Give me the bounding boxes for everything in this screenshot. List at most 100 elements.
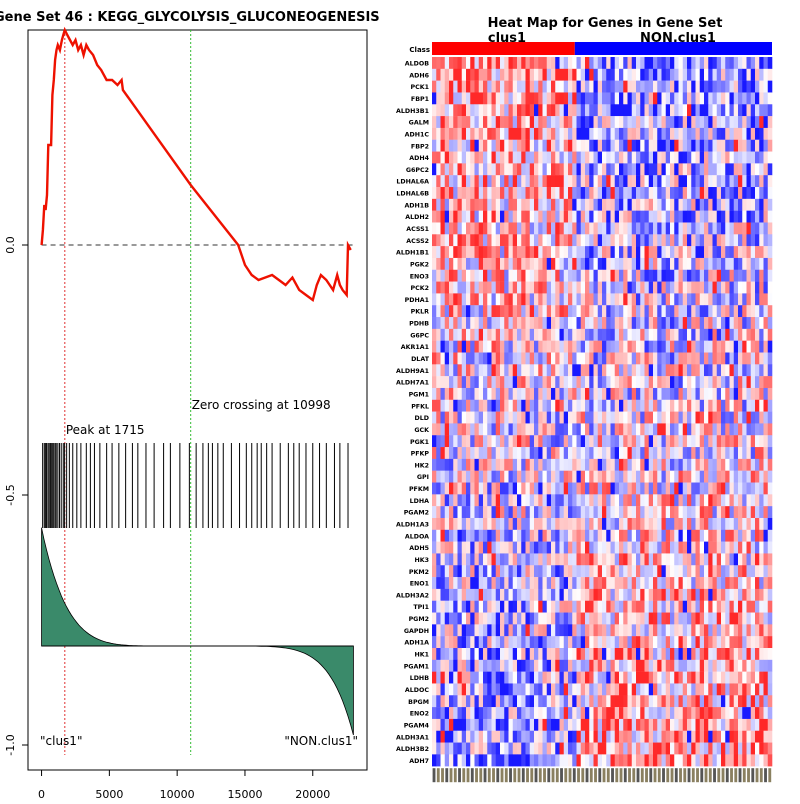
heatmap-cell [768,116,773,128]
heatmap-cell [466,246,471,258]
heatmap-cell [759,187,764,199]
heatmap-cell [662,743,667,755]
heatmap-cell [547,719,552,731]
heatmap-cell [755,530,760,542]
heatmap-cell [666,518,671,530]
heatmap-cell [534,553,539,565]
heatmap-cell [538,435,543,447]
heatmap-cell [640,577,645,589]
heatmap-cell [517,152,522,164]
gene-label: HK1 [414,652,429,659]
heatmap-cell [717,530,722,542]
heatmap-cell [432,81,437,93]
heatmap-cell [687,483,692,495]
heatmap-cell [687,660,692,672]
heatmap-cell [462,672,467,684]
heatmap-cell [683,530,688,542]
heatmap-cell [500,494,505,506]
heatmap-cell [679,140,684,152]
heatmap-cell [759,483,764,495]
gene-label: GAPDH [404,628,429,635]
heatmap-cell [551,222,556,234]
heatmap-cell [768,258,773,270]
heatmap-cell [589,116,594,128]
heatmap-cell [653,565,658,577]
heatmap-cell [496,400,501,412]
heatmap-cell [504,494,509,506]
heatmap-cell [619,743,624,755]
gene-label: TPI1 [413,604,429,611]
heatmap-cell [526,317,531,329]
heatmap-cell [445,400,450,412]
heatmap-cell [751,459,756,471]
heatmap-cell [538,116,543,128]
heatmap-cell [555,423,560,435]
heatmap-cell [572,707,577,719]
heatmap-cell [717,175,722,187]
heatmap-cell [526,222,531,234]
heatmap-cell [645,636,650,648]
heatmap-cell [611,270,616,282]
heatmap-cell [436,270,441,282]
heatmap-cell [742,471,747,483]
heatmap-cell [453,683,458,695]
heatmap-cell [704,672,709,684]
heatmap-cell [645,435,650,447]
heatmap-cell [509,731,514,743]
heatmap-cell [458,293,463,305]
heatmap-cell [530,175,535,187]
heatmap-cell [611,92,616,104]
heatmap-cell [483,707,488,719]
heatmap-cell [717,282,722,294]
heatmap-cell [649,743,654,755]
heatmap-cell [662,317,667,329]
heatmap-cell [483,388,488,400]
heatmap-cell [594,104,599,116]
heatmap-cell [708,660,713,672]
heatmap-cell [751,57,756,69]
heatmap-cell [611,246,616,258]
heatmap-cell [487,412,492,424]
heatmap-cell [653,624,658,636]
heatmap-cell [470,660,475,672]
heatmap-cell [725,246,730,258]
heatmap-cell [487,234,492,246]
heatmap-cell [640,317,645,329]
heatmap-cell [581,743,586,755]
heatmap-cell [458,128,463,140]
heatmap-cell [504,565,509,577]
heatmap-cell [598,152,603,164]
heatmap-cell [530,435,535,447]
heatmap-cell [589,553,594,565]
heatmap-cell [632,494,637,506]
heatmap-cell [674,376,679,388]
heatmap-cell [585,707,590,719]
heatmap-cell [734,81,739,93]
heatmap-cell [649,565,654,577]
heatmap-cell [589,163,594,175]
heatmap-cell [462,92,467,104]
heatmap-cell [696,412,701,424]
heatmap-cell [759,175,764,187]
heatmap-cell [632,246,637,258]
heatmap-cell [717,447,722,459]
heatmap-cell [708,222,713,234]
heatmap-cell [734,258,739,270]
sample-label-mark [484,768,487,782]
heatmap-cell [628,92,633,104]
heatmap-cell [466,329,471,341]
heatmap-cell [589,743,594,755]
heatmap-cell [653,577,658,589]
heatmap-cell [666,494,671,506]
heatmap-cell [670,483,675,495]
heatmap-cell [670,104,675,116]
heatmap-cell [725,400,730,412]
heatmap-cell [436,222,441,234]
heatmap-cell [521,376,526,388]
heatmap-cell [747,412,752,424]
heatmap-cell [666,69,671,81]
heatmap-cell [581,400,586,412]
heatmap-cell [585,719,590,731]
heatmap-cell [679,731,684,743]
heatmap-cell [645,152,650,164]
